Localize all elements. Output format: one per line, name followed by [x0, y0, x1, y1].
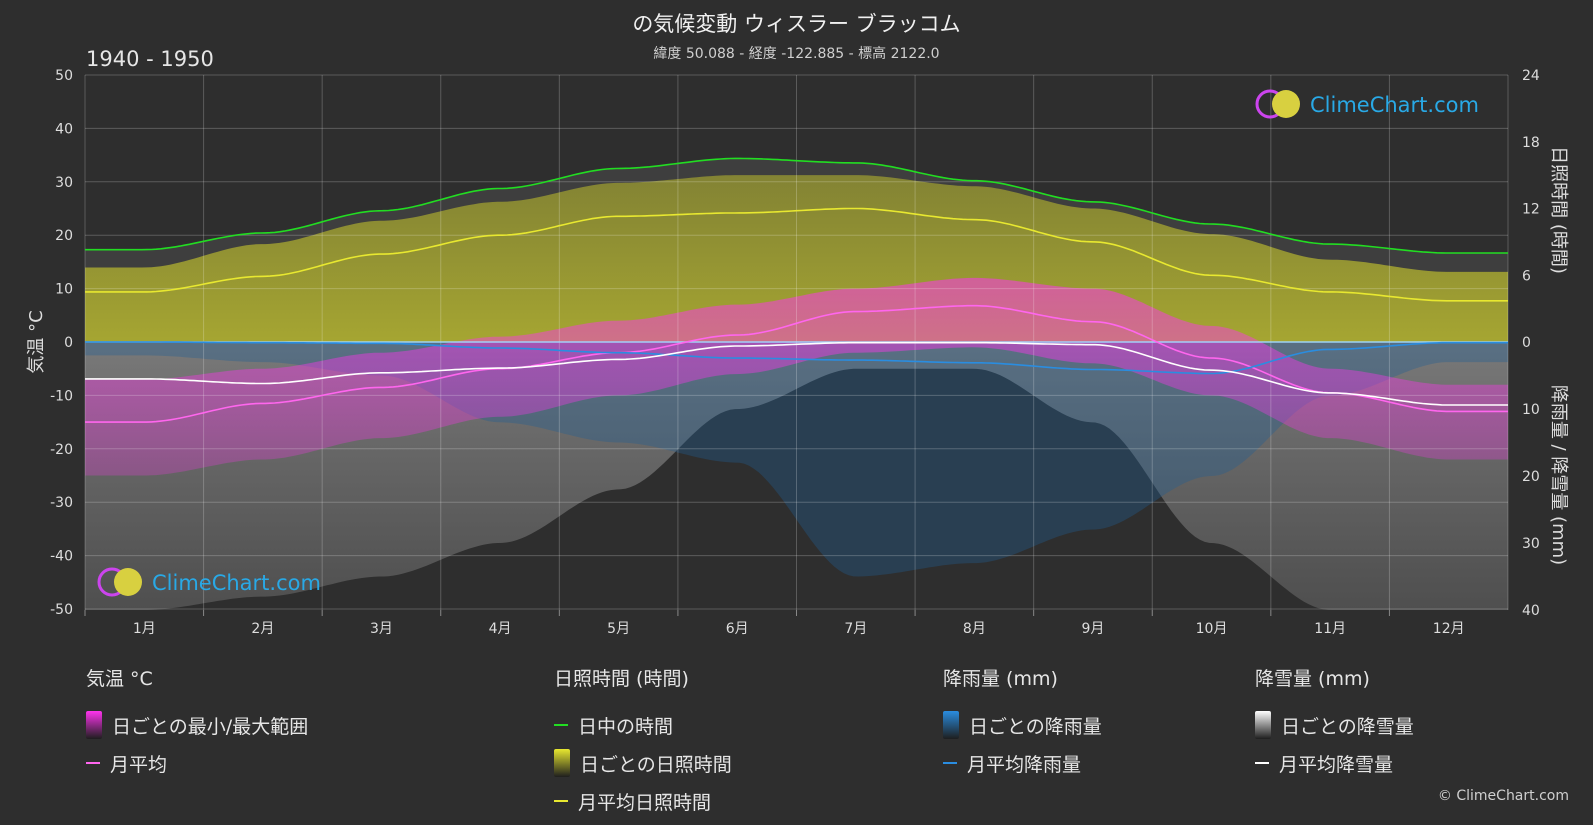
right-top-tick-label: 24	[1522, 68, 1540, 84]
month-tick-label: 10月	[1196, 621, 1228, 637]
left-tick-label: 20	[55, 228, 73, 244]
month-tick-label: 3月	[370, 621, 393, 637]
daylight-line	[85, 157, 1508, 254]
daily-sunshine-area	[85, 175, 1508, 342]
legend-heading: 気温 °C	[86, 668, 153, 690]
daily-temp-range-area	[85, 277, 1508, 476]
legend-swatch-line	[943, 762, 957, 764]
temperature-line	[85, 304, 1508, 423]
legend-rain: 降雨量 (mm) 日ごとの降雨量 月平均降雨量	[943, 664, 1102, 782]
rain-line	[85, 341, 1508, 375]
legend-label: 日ごとの日照時間	[580, 753, 732, 776]
legend-heading: 日照時間 (時間)	[554, 668, 689, 690]
legend-swatch-line	[554, 724, 568, 726]
right-top-axis-title: 日照時間 (時間)	[1548, 146, 1569, 274]
left-tick-label: -10	[50, 388, 73, 404]
legend-label: 日ごとの降雨量	[969, 715, 1102, 738]
legend-label: 月平均降雨量	[967, 753, 1082, 776]
right-bottom-tick-label: 30	[1522, 536, 1540, 552]
legend-heading: 降雪量 (mm)	[1255, 668, 1370, 690]
snow-line	[85, 341, 1508, 406]
left-tick-label: 0	[64, 335, 73, 351]
month-tick-label: 6月	[726, 621, 749, 637]
left-tick-label: -40	[50, 549, 73, 565]
month-tick-label: 9月	[1081, 621, 1104, 637]
chart-title: の気候変動 ウィスラー ブラッコム	[632, 12, 961, 36]
legend-item: 月平均	[86, 744, 308, 782]
month-tick-label: 5月	[607, 621, 630, 637]
left-tick-label: 40	[55, 121, 73, 137]
month-tick-label: 8月	[963, 621, 986, 637]
month-tick-label: 2月	[251, 621, 274, 637]
left-tick-label: 10	[55, 282, 73, 298]
month-tick-label: 11月	[1314, 621, 1346, 637]
month-tick-label: 1月	[133, 621, 156, 637]
legend-swatch-line	[554, 800, 568, 802]
legend-snow: 降雪量 (mm) 日ごとの降雪量 月平均降雪量	[1255, 664, 1414, 782]
right-bottom-tick-label: 20	[1522, 469, 1540, 485]
legend-label: 月平均日照時間	[578, 791, 712, 814]
sunshine-line	[85, 207, 1508, 302]
legend-label: 日中の時間	[578, 715, 674, 738]
climate-chart: 50 40 30 20 10 0 -10 -20 -30 -40 -50 24 18 12 6 0 10 20 30…	[26, 68, 1569, 637]
legend-label: 月平均	[110, 753, 168, 776]
right-bottom-tick-label: 40	[1522, 603, 1540, 619]
month-tick-label: 4月	[489, 621, 512, 637]
legend-swatch-box	[86, 711, 102, 739]
legend-item: 月平均降雨量	[943, 744, 1102, 782]
right-top-tick-label: 6	[1522, 268, 1531, 284]
legend-swatch-box	[554, 749, 570, 777]
legend-item: 日ごとの降雨量	[943, 706, 1102, 744]
legend-label: 日ごとの最小/最大範囲	[112, 715, 309, 738]
daily-rain-area	[85, 342, 1508, 577]
left-tick-label: -50	[50, 602, 73, 618]
legend-swatch-line	[86, 762, 100, 764]
right-bottom-axis-title: 降雨量 / 降雪量 (mm)	[1548, 385, 1569, 565]
right-top-tick-label: 0	[1522, 335, 1531, 351]
right-top-tick-label: 12	[1522, 202, 1540, 218]
month-tick-label: 12月	[1433, 621, 1465, 637]
chart-subtitle: 緯度 50.088 - 経度 -122.885 - 標高 2122.0	[653, 46, 940, 62]
legend-item: 日中の時間	[554, 706, 732, 744]
right-top-tick-label: 18	[1522, 135, 1540, 151]
climechart-logo: ClimeChart.com	[1255, 89, 1479, 119]
period-label: 1940 - 1950	[86, 47, 214, 71]
logo-text: ClimeChart.com	[1310, 93, 1479, 117]
legend-label: 日ごとの降雪量	[1281, 715, 1414, 738]
legend-item: 日ごとの日照時間	[554, 744, 732, 782]
legend-swatch-line	[1255, 762, 1269, 764]
month-tick-label: 7月	[844, 621, 867, 637]
left-axis-title: 気温 °C	[26, 310, 47, 373]
legend-item: 月平均降雪量	[1255, 744, 1414, 782]
left-tick-label: -30	[50, 495, 73, 511]
logo-sun-icon	[114, 568, 142, 596]
logo-text: ClimeChart.com	[152, 571, 321, 595]
legend-sunshine: 日照時間 (時間) 日中の時間日ごとの日照時間 月平均日照時間	[554, 664, 732, 820]
climechart-logo: ClimeChart.com	[97, 567, 321, 597]
legend-swatch-box	[943, 711, 959, 739]
right-bottom-tick-label: 10	[1522, 402, 1540, 418]
legend-item: 日ごとの降雪量	[1255, 706, 1414, 744]
left-tick-label: 30	[55, 175, 73, 191]
legend-heading: 降雨量 (mm)	[943, 668, 1058, 690]
legend-item: 月平均日照時間	[554, 782, 732, 820]
left-tick-label: 50	[55, 68, 73, 84]
left-tick-label: -20	[50, 442, 73, 458]
logo-sun-icon	[1272, 90, 1300, 118]
legend-temperature: 気温 °C 日ごとの最小/最大範囲 月平均	[86, 664, 308, 782]
legend-swatch-box	[1255, 711, 1271, 739]
copyright-text: © ClimeChart.com	[1437, 788, 1569, 804]
legend-item: 日ごとの最小/最大範囲	[86, 706, 308, 744]
legend-label: 月平均降雪量	[1279, 753, 1394, 776]
